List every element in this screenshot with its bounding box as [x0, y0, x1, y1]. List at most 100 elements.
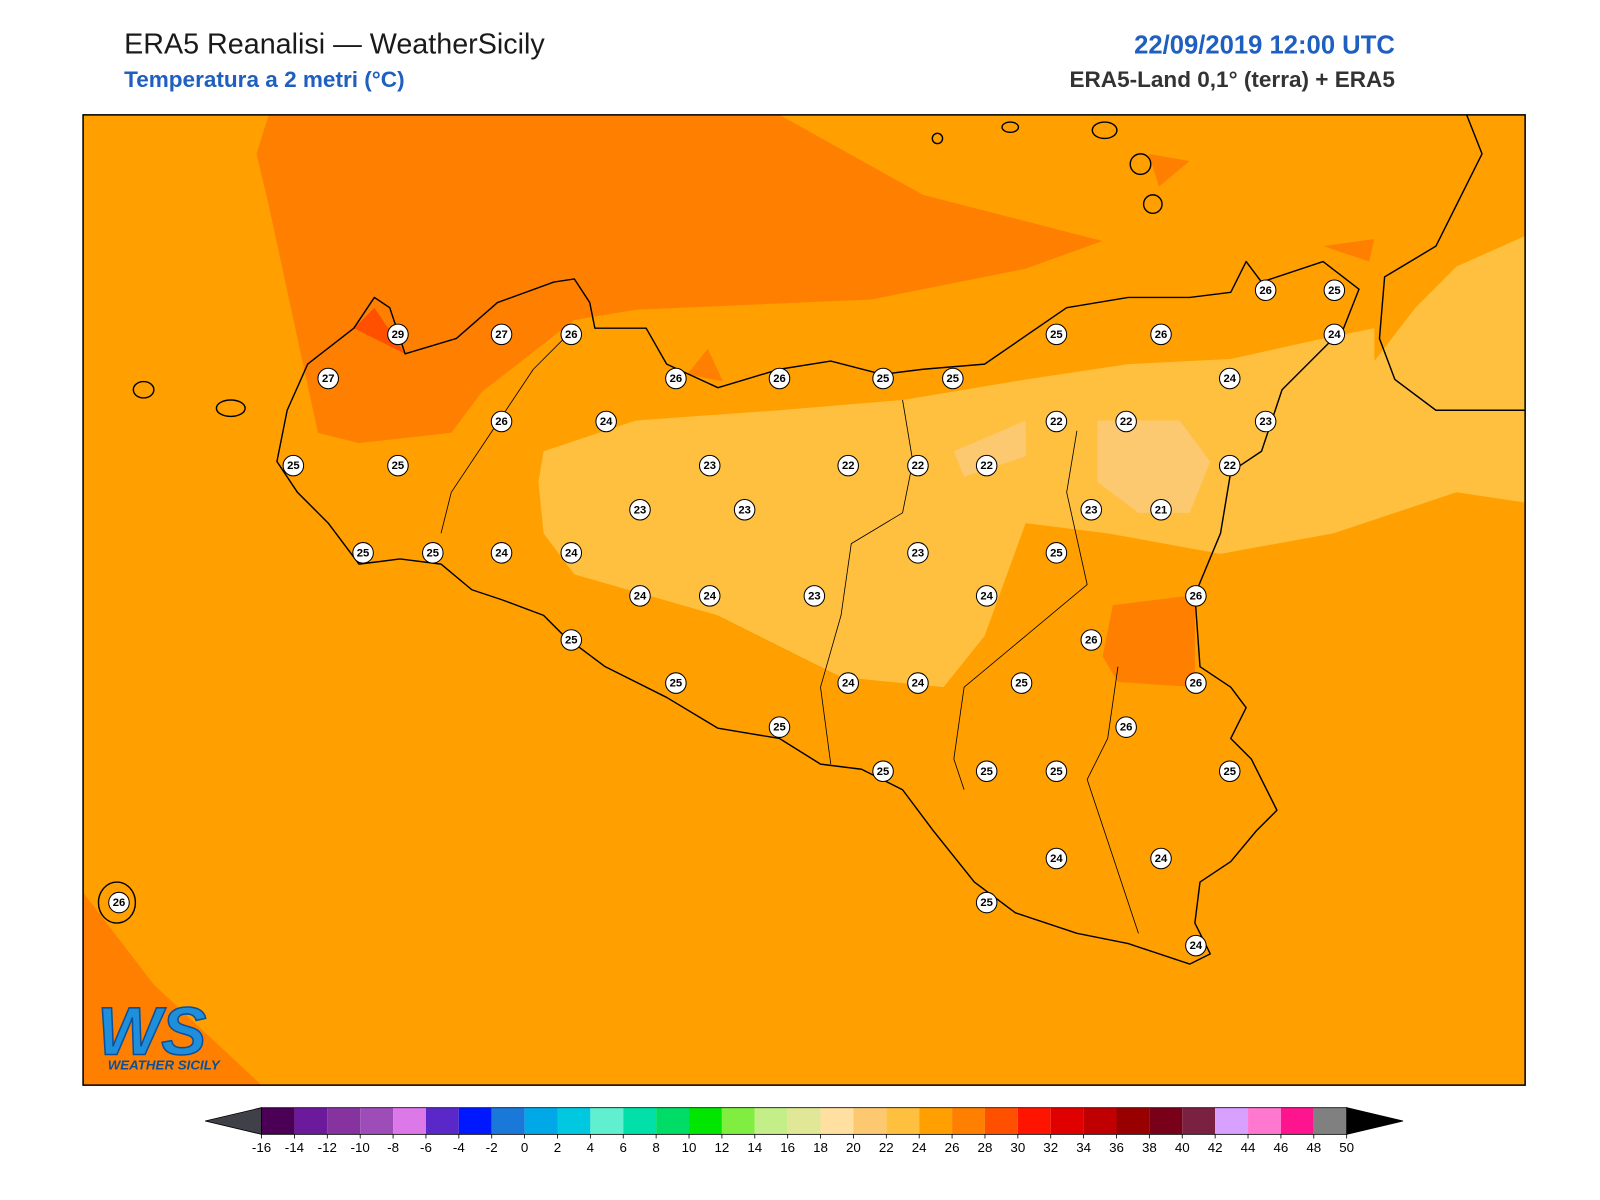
station: 24: [629, 585, 651, 607]
colorbar-swatch: [458, 1107, 492, 1135]
station-marker: [698, 585, 721, 607]
station-value: 21: [1155, 504, 1168, 516]
colorbar-swatch: [1050, 1107, 1084, 1135]
station-value: 25: [980, 766, 993, 778]
station-marker: [768, 367, 791, 390]
station: 21: [1150, 498, 1172, 521]
colorbar-swatch: [393, 1107, 426, 1135]
station: 26: [1080, 629, 1103, 651]
station: 25: [1045, 760, 1068, 783]
station-value: 23: [808, 590, 821, 602]
station-value: 24: [912, 678, 925, 690]
colorbar-label: 2: [554, 1140, 561, 1155]
station-marker: [595, 410, 617, 433]
station: 26: [768, 367, 791, 390]
colorbar-label: 8: [652, 1140, 659, 1155]
colorbar-swatch: [984, 1107, 1018, 1135]
station-value: 23: [912, 547, 925, 559]
colorbar-swatch: [1248, 1107, 1281, 1135]
colorbar-label: 38: [1142, 1140, 1157, 1155]
station-value: 23: [1085, 504, 1098, 516]
station: 23: [698, 454, 721, 477]
colorbar-label: -4: [453, 1140, 465, 1155]
station-value: 24: [495, 547, 508, 559]
province-border: [1086, 666, 1139, 934]
station-value: 26: [1155, 329, 1168, 341]
station-value: 26: [1259, 285, 1272, 297]
colorbar-swatch: [1116, 1107, 1150, 1135]
colorbar-swatch: [1149, 1107, 1183, 1135]
station: 25: [1323, 279, 1346, 302]
station-marker: [1150, 498, 1172, 521]
station-marker: [1045, 847, 1068, 870]
station: 26: [108, 891, 130, 914]
station-value: 24: [1223, 373, 1236, 385]
station-value: 25: [357, 547, 370, 559]
station-marker: [1254, 279, 1277, 302]
station: 26: [490, 410, 513, 433]
station-value: 22: [842, 460, 855, 472]
station-marker: [1150, 847, 1172, 870]
field-20-22: [953, 420, 1026, 477]
station: 24: [698, 585, 721, 607]
station-marker: [768, 716, 791, 738]
colorbar-label: -8: [387, 1140, 399, 1155]
station-marker: [490, 410, 513, 433]
colorbar-swatch: [1182, 1107, 1216, 1135]
station: 24: [595, 410, 617, 433]
colorbar-swatch: [1017, 1107, 1051, 1135]
station-value: 24: [980, 590, 993, 602]
station-marker: [1218, 760, 1241, 783]
station-marker: [698, 454, 721, 477]
station-value: 26: [1190, 678, 1203, 690]
colorbar-label: 28: [978, 1140, 993, 1155]
station-marker: [907, 542, 929, 564]
colorbar-label: 34: [1076, 1140, 1091, 1155]
colorbar-swatch: [327, 1107, 361, 1135]
station-marker: [1254, 410, 1277, 433]
station-value: 27: [495, 329, 508, 341]
colorbar-label: 18: [813, 1140, 828, 1155]
station-value: 23: [738, 504, 751, 516]
station-marker: [1218, 367, 1241, 390]
station: 22: [837, 454, 859, 477]
station: 25: [665, 672, 687, 694]
island: [132, 380, 155, 399]
station-marker: [1045, 760, 1068, 783]
station: 22: [975, 454, 998, 477]
station-value: 23: [703, 460, 716, 472]
logo: WS WEATHER SICILY: [97, 994, 221, 1073]
field-26-28: [1148, 153, 1190, 187]
station-value: 24: [1328, 329, 1341, 341]
station-marker: [975, 454, 998, 477]
station-marker: [942, 367, 964, 390]
station: 25: [422, 542, 444, 564]
colorbar: -16 -14 -12 -10 -8 -6 -4 -2 0 2 4 6 8 10 12 14 16 18 20 22 2…: [205, 1107, 1404, 1155]
colorbar-swatch: [1083, 1107, 1117, 1135]
station-marker: [1150, 323, 1172, 346]
logo-name: WEATHER SICILY: [108, 1058, 221, 1073]
colorbar-label: -12: [318, 1140, 337, 1155]
map: 29 27 26 27 26 24 25 25 26 26 25 25 25 26 26 25 24 24 23 22…: [83, 114, 1526, 1086]
colorbar-swatch: [261, 1107, 295, 1135]
colorbar-label: 6: [620, 1140, 627, 1155]
station: 26: [665, 367, 687, 390]
station: 25: [975, 891, 998, 914]
station: 25: [872, 760, 894, 783]
station: 25: [1045, 542, 1068, 564]
station-value: 24: [842, 678, 855, 690]
colorbar-label: -6: [420, 1140, 432, 1155]
colorbar-swatch: [491, 1107, 525, 1135]
station: 23: [803, 585, 826, 607]
station: 24: [490, 542, 513, 564]
station: 25: [1010, 672, 1033, 694]
station-value: 25: [287, 460, 300, 472]
colorbar-label: -10: [351, 1140, 370, 1155]
station-value: 25: [392, 460, 405, 472]
station-value: 25: [1050, 766, 1063, 778]
station: 25: [975, 760, 998, 783]
station-value: 25: [1328, 285, 1341, 297]
field-26-28: [1102, 594, 1195, 688]
station-marker: [1323, 323, 1346, 346]
